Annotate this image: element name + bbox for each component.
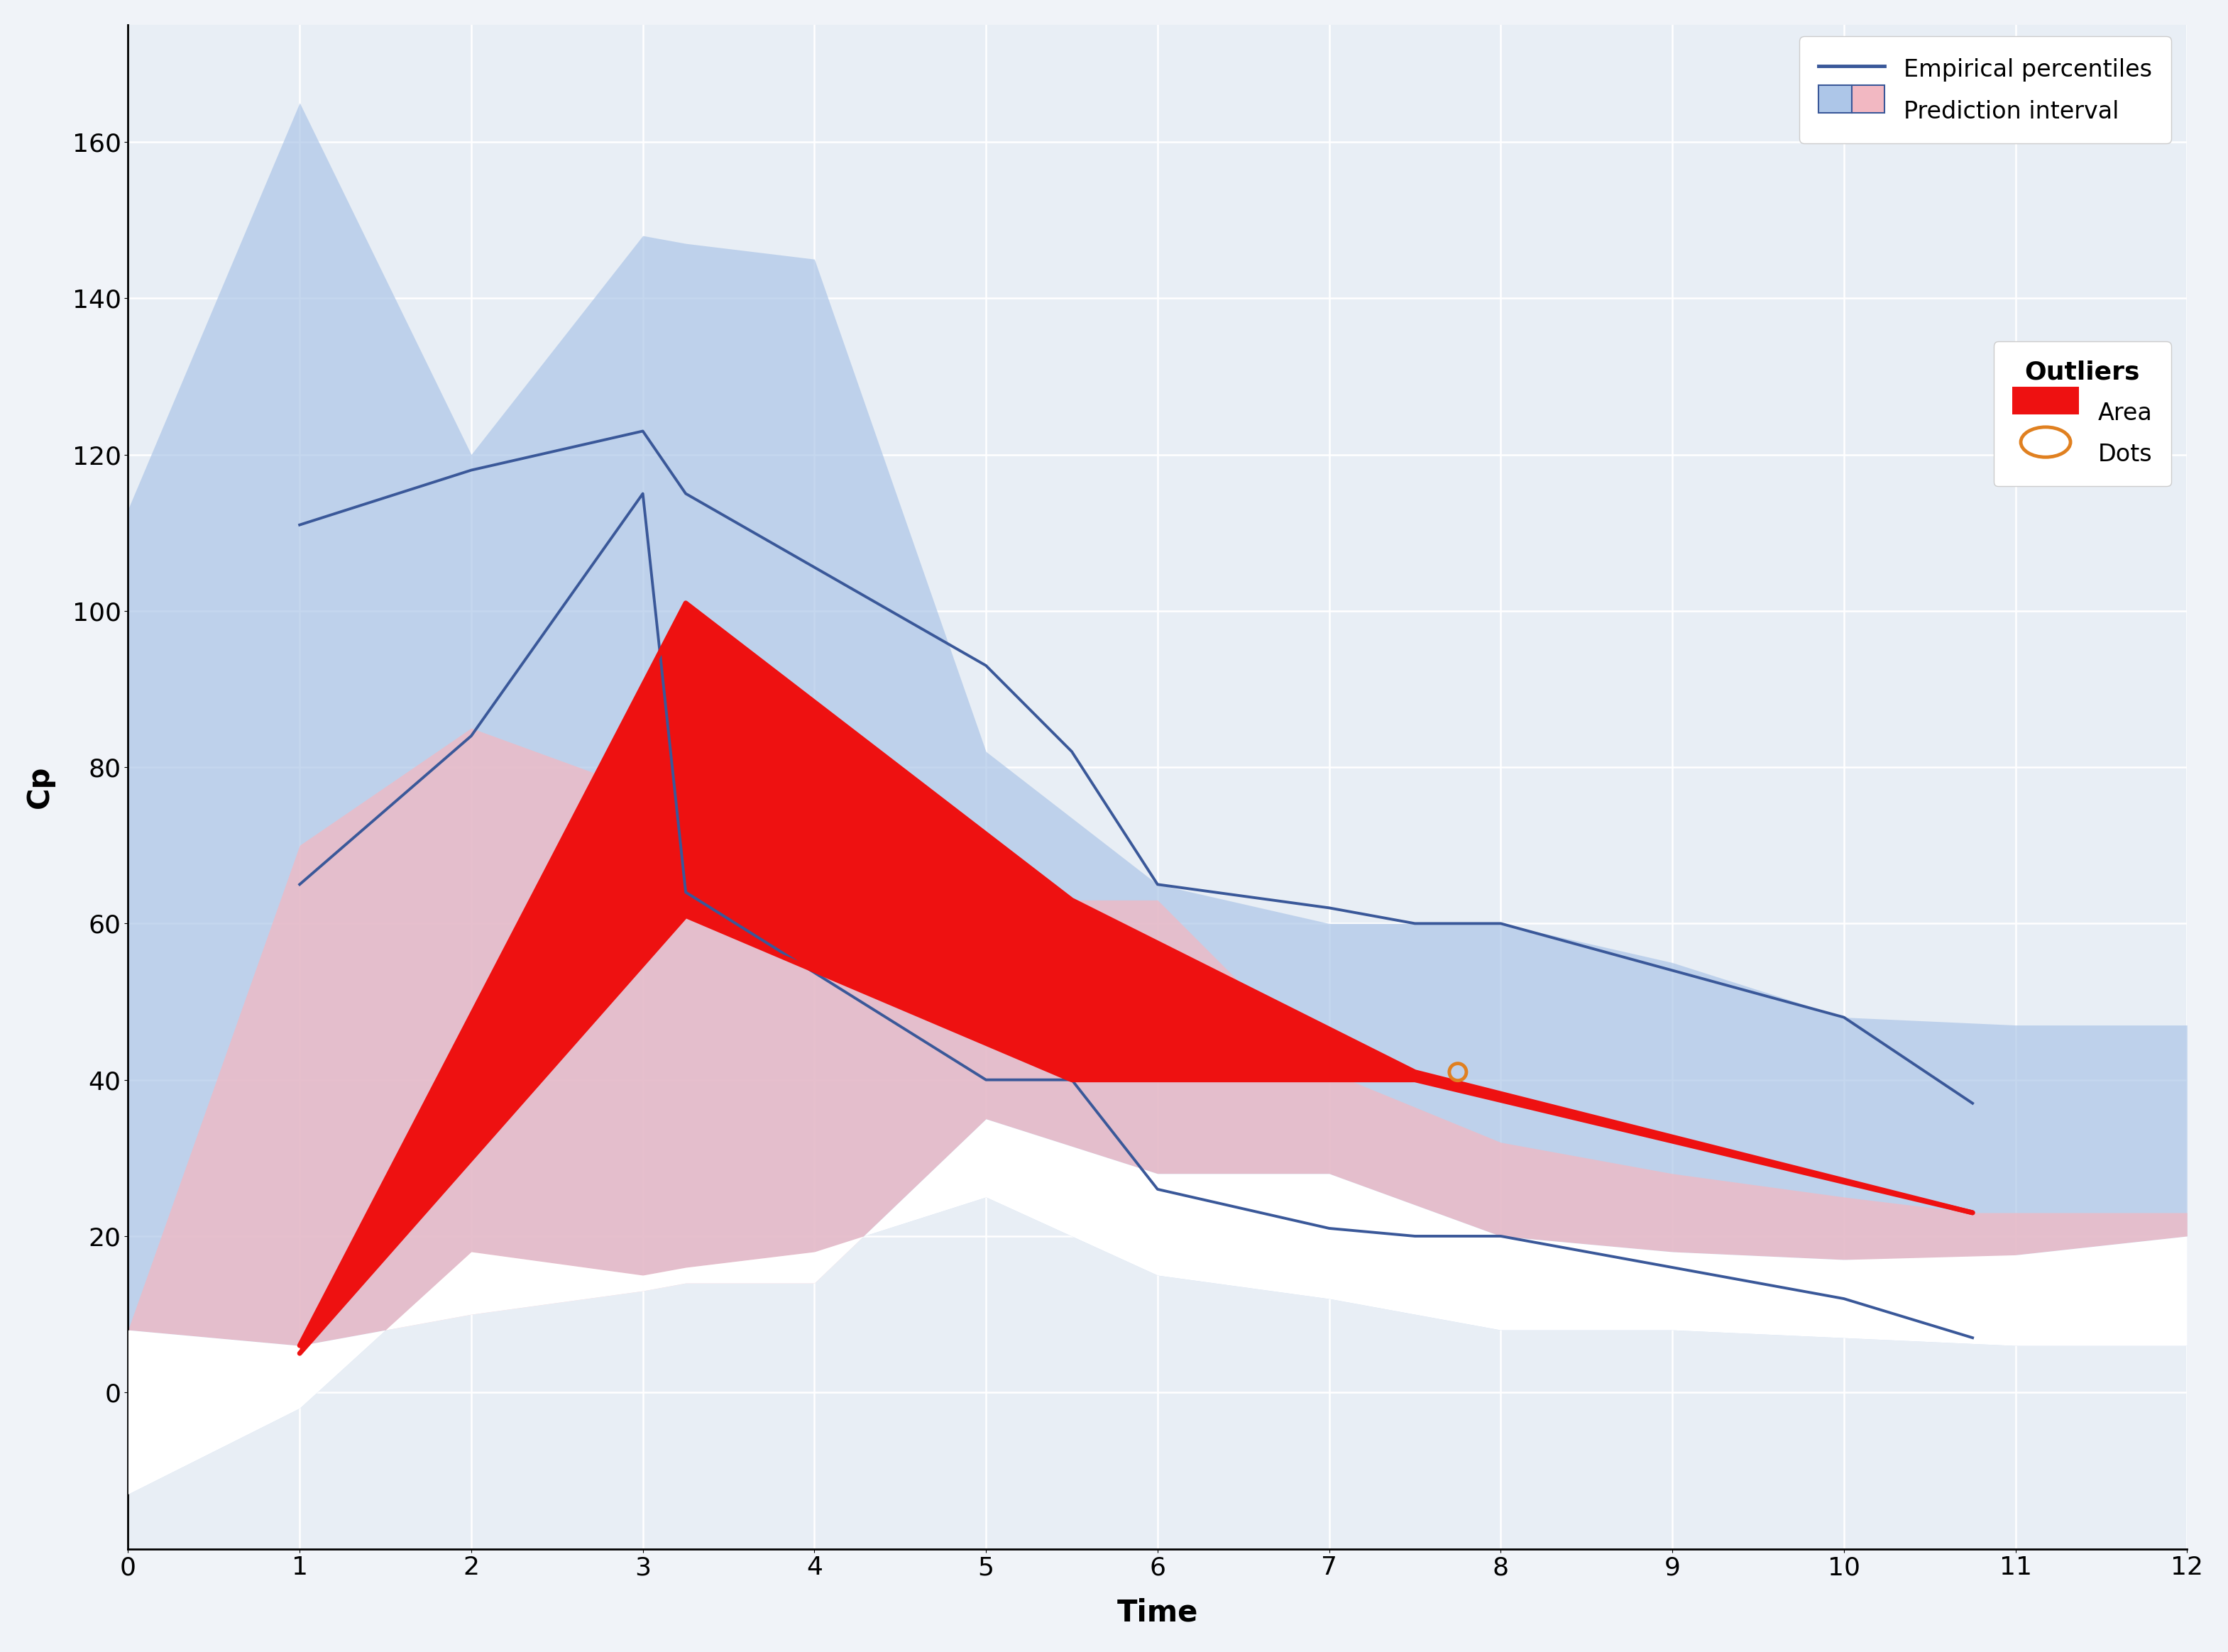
- Y-axis label: Cp: Cp: [25, 765, 53, 808]
- Point: [1439, 1059, 1475, 1085]
- Legend: Area, Dots: Area, Dots: [1994, 342, 2170, 486]
- X-axis label: Time: Time: [1116, 1597, 1199, 1627]
